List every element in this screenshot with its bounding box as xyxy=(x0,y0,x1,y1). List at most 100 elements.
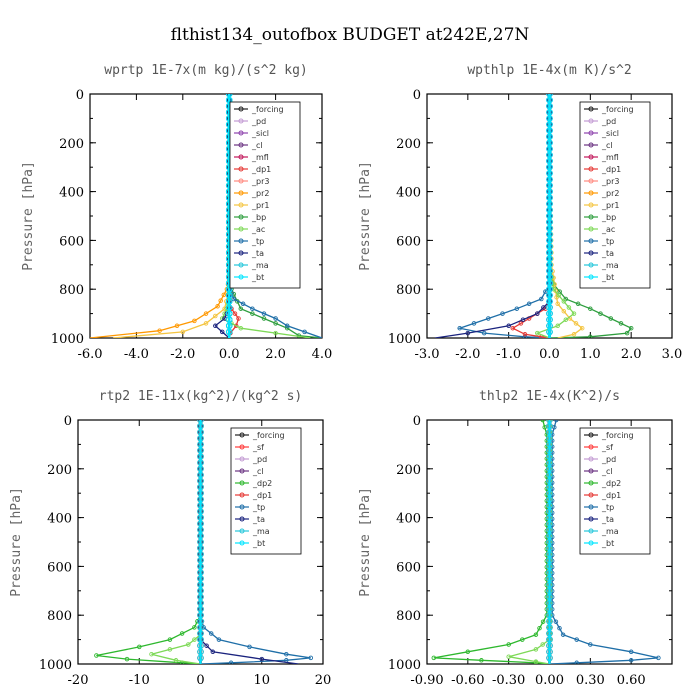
legend-marker xyxy=(588,106,594,112)
series-point-ac xyxy=(550,280,555,286)
series-point-bt xyxy=(197,422,204,430)
legend-entry: _bt xyxy=(251,273,264,282)
series-point-bt xyxy=(225,310,233,317)
series-point-bp xyxy=(624,330,630,336)
series-point-ac xyxy=(506,654,511,659)
series-point-bt xyxy=(197,563,204,570)
series-point-bt xyxy=(546,538,553,546)
series-point-bt xyxy=(546,102,553,110)
series-point-bt xyxy=(197,465,204,473)
legend-entry: _pr2 xyxy=(601,189,619,198)
series-point-tp xyxy=(240,301,246,307)
x-tick-label: -20 xyxy=(68,673,89,688)
x-tick-label: 2.0 xyxy=(621,347,642,362)
series-point-pr1 xyxy=(579,325,585,331)
series-point-bt xyxy=(546,575,553,582)
series-point-bt xyxy=(546,636,553,643)
series-point-bt xyxy=(225,322,233,330)
series-point-tp xyxy=(231,296,237,302)
series-point-bt xyxy=(197,618,204,625)
legend-entry: _bt xyxy=(252,539,265,548)
legend-marker xyxy=(588,250,594,256)
series-line-dp1 xyxy=(511,94,551,338)
series-point-bt xyxy=(197,611,204,619)
chart-panels: wprtp 1E-7x(m kg)/(s^2 kg) Pressure [hPa]… xyxy=(9,63,682,688)
series-point-pr1 xyxy=(571,332,577,337)
legend-entry: _tp xyxy=(252,503,265,512)
series-point-bt xyxy=(197,575,204,582)
y-tick-label: 0 xyxy=(64,414,72,429)
y-tick-label: 1000 xyxy=(388,332,421,347)
series-point-tp xyxy=(273,316,278,321)
series-point-bt xyxy=(225,316,233,323)
legend-entry: _bt xyxy=(601,273,614,282)
series-point-bt xyxy=(546,176,553,183)
series-point-bt xyxy=(546,231,553,238)
y-tick-label: 800 xyxy=(396,283,421,298)
series-point-bt xyxy=(546,569,553,576)
series-point-bt xyxy=(225,304,233,311)
x-tick-label: -0.30 xyxy=(492,673,525,688)
series-point-pr1 xyxy=(555,301,560,307)
series-point-bp xyxy=(250,311,255,316)
series-point-bt xyxy=(225,298,233,305)
legend-marker xyxy=(238,250,244,256)
series-point-bt xyxy=(546,520,553,527)
series-point-dp1 xyxy=(522,332,528,337)
x-tick-label: -2.0 xyxy=(455,347,480,362)
chart-panel-4: thlp2 1E-4x(K^2)/s Pressure [hPa] 0 200 400 6… xyxy=(358,389,673,688)
series-point-tp xyxy=(486,316,491,321)
series-line-ta xyxy=(435,94,551,338)
x-tick-label: 0.0 xyxy=(219,347,240,362)
series-point-bt xyxy=(546,200,553,208)
x-tick-label: 0 xyxy=(196,673,204,688)
series-point-ac xyxy=(167,647,173,652)
series-point-bt xyxy=(546,145,553,153)
series-point-dp2 xyxy=(94,653,99,658)
series-point-ta xyxy=(213,323,218,329)
series-point-bt xyxy=(546,420,553,424)
series-point-bt xyxy=(546,310,553,317)
legend-marker xyxy=(588,456,594,462)
series-point-bt xyxy=(546,304,553,311)
series-point-bt xyxy=(197,532,204,540)
series-point-bp xyxy=(261,316,267,321)
series-point-bt xyxy=(546,139,553,147)
series-point-ac xyxy=(186,642,191,647)
series-point-bt xyxy=(197,624,204,631)
legend-entry: _forcing xyxy=(252,431,285,440)
series-point-tp xyxy=(208,631,214,636)
series-point-tp xyxy=(481,330,487,336)
series-point-tp xyxy=(247,644,252,650)
legend-entry: _forcing xyxy=(601,105,634,114)
series-point-bp xyxy=(273,321,278,326)
series-point-bt xyxy=(197,654,204,662)
series-point-bt xyxy=(546,532,553,540)
series-point-ac xyxy=(555,323,560,329)
series-point-ac xyxy=(273,330,278,336)
x-tick-label: 0.00 xyxy=(535,673,564,688)
series-point-dp2 xyxy=(540,619,546,624)
series-point-pr2 xyxy=(215,304,220,309)
x-tick-label: 3.0 xyxy=(662,347,683,362)
series-point-ac xyxy=(540,642,545,647)
legend-entry: _sf xyxy=(252,443,264,452)
legend-marker xyxy=(238,154,244,160)
series-point-bt xyxy=(546,587,553,595)
y-axis-label: Pressure [hPa] xyxy=(21,161,36,271)
series-point-bt xyxy=(546,182,553,189)
series-point-bt xyxy=(197,514,204,521)
series-line-dp2 xyxy=(96,420,202,664)
series-point-bt xyxy=(546,624,553,631)
series-point-bt xyxy=(546,514,553,521)
series-point-bt xyxy=(546,206,553,214)
legend-marker xyxy=(239,480,245,486)
legend-entry: _ma xyxy=(601,261,619,270)
series-point-bt xyxy=(546,170,553,177)
legend-entry: _ac xyxy=(601,225,615,234)
series-point-pr2 xyxy=(192,318,197,324)
series-point-bt xyxy=(546,292,553,299)
series-point-ta xyxy=(259,656,265,662)
legend-entry: _mfl xyxy=(251,153,269,162)
series-point-tp xyxy=(526,301,532,307)
